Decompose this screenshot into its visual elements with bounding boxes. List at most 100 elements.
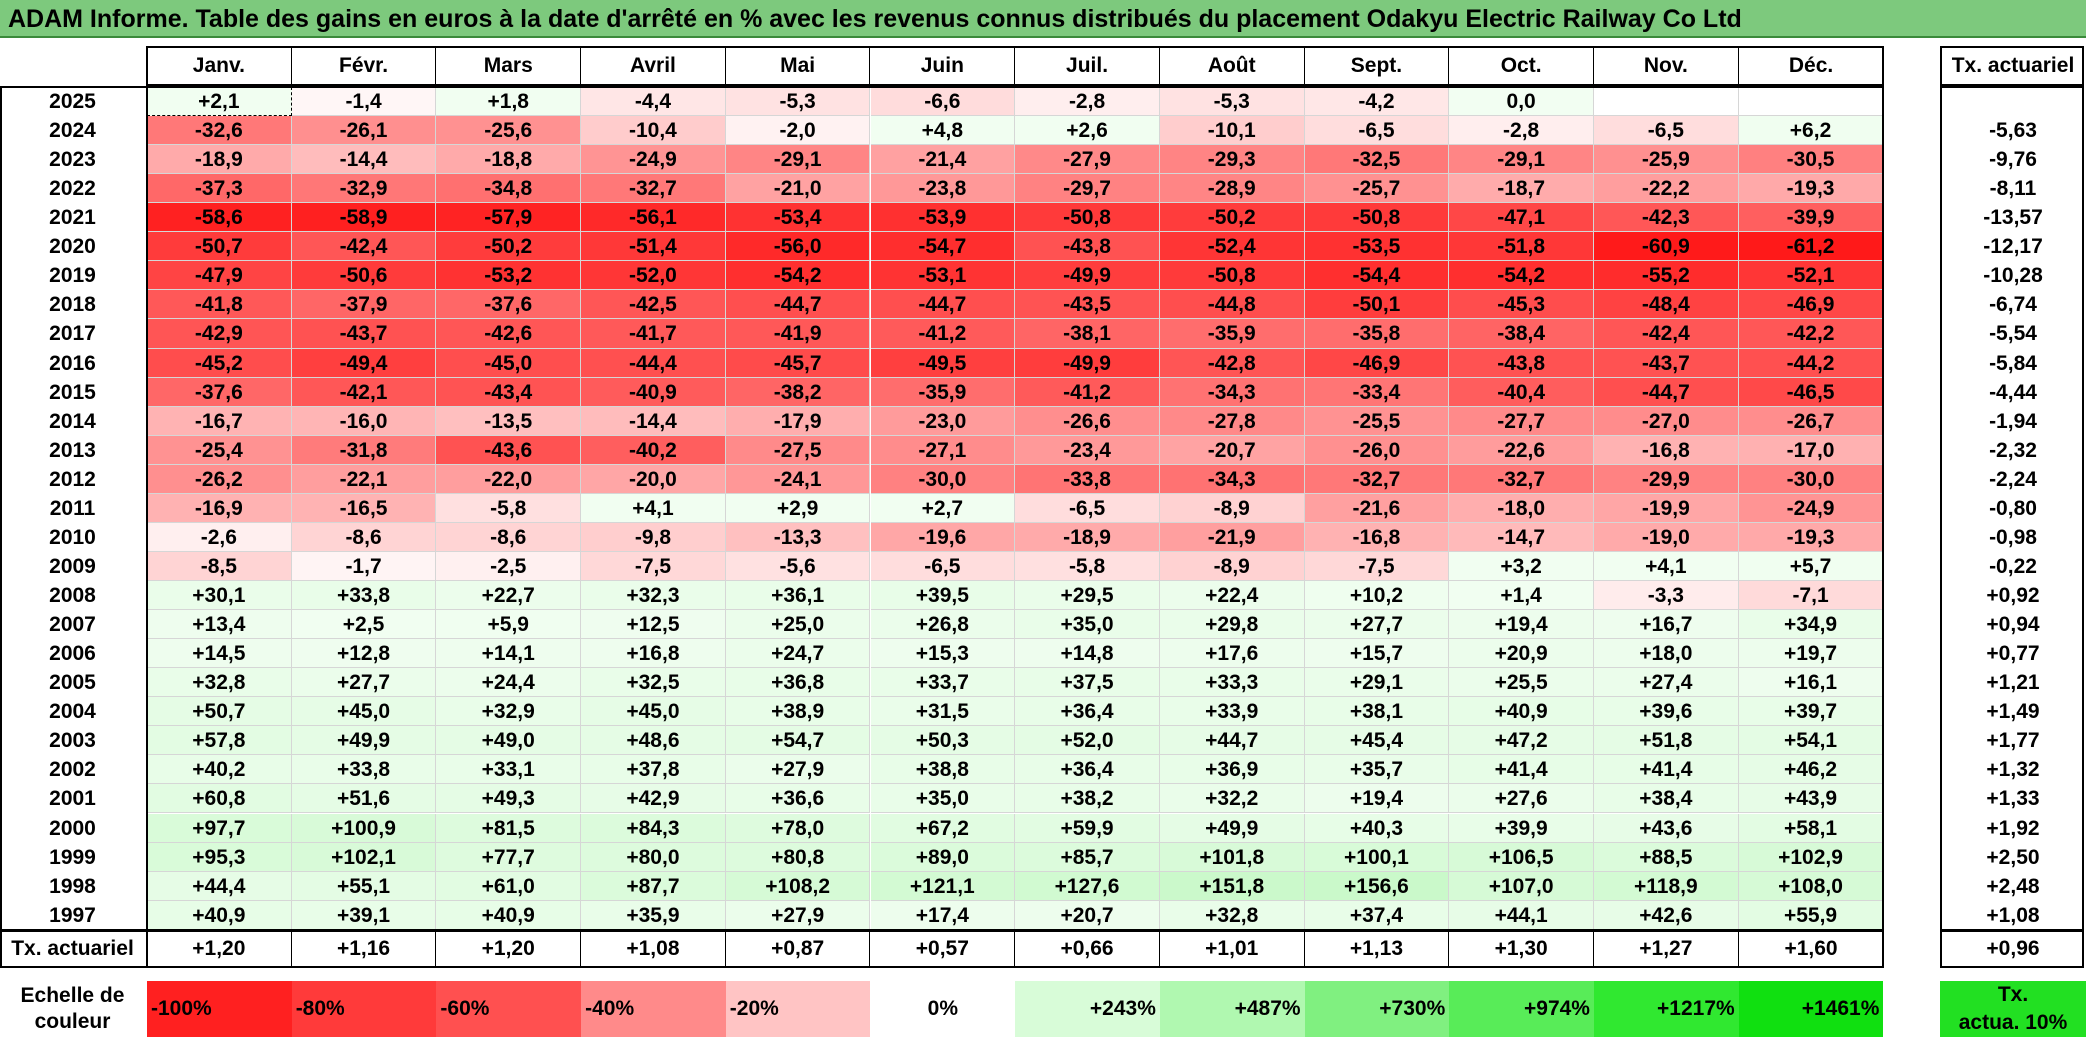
table-cell: -32,9 bbox=[291, 174, 437, 204]
table-cell: +38,1 bbox=[1304, 697, 1450, 727]
table-cell: -6,5 bbox=[1015, 493, 1160, 523]
table-cell: -30,5 bbox=[1738, 145, 1884, 175]
table-cell: -54,2 bbox=[725, 261, 871, 291]
rate-cell: -0,98 bbox=[1989, 525, 2037, 549]
table-cell: -29,7 bbox=[1015, 174, 1160, 204]
rate-cell: +1,77 bbox=[1986, 729, 2040, 753]
table-cell: -42,2 bbox=[1738, 319, 1884, 349]
table-cell: -7,1 bbox=[1738, 581, 1884, 611]
rate-header-border bbox=[1940, 46, 2084, 86]
table-cell: +87,7 bbox=[581, 871, 726, 901]
table-cell: +16,8 bbox=[581, 639, 726, 669]
table-cell: -31,8 bbox=[291, 435, 437, 465]
table-cell: -4,2 bbox=[1304, 87, 1450, 117]
table-cell: -37,6 bbox=[436, 290, 582, 320]
table-cell: +151,8 bbox=[1159, 871, 1305, 901]
table-cell: +49,0 bbox=[436, 726, 582, 756]
table-cell: +32,8 bbox=[1159, 900, 1305, 930]
table-cell: -27,7 bbox=[1449, 406, 1594, 436]
year-label: 2017 bbox=[49, 322, 96, 346]
table-cell: -42,9 bbox=[147, 319, 292, 349]
table-cell: -53,1 bbox=[870, 261, 1016, 291]
table-cell: -46,9 bbox=[1738, 290, 1884, 320]
table-cell: -52,1 bbox=[1738, 261, 1884, 291]
table-cell: -44,2 bbox=[1738, 348, 1884, 378]
table-cell: -21,4 bbox=[870, 145, 1016, 175]
table-cell: +49,9 bbox=[1159, 813, 1305, 843]
table-cell: -13,3 bbox=[725, 522, 871, 552]
table-cell: +77,7 bbox=[436, 842, 582, 872]
year-label: 2024 bbox=[49, 119, 96, 143]
rate-cell: +0,77 bbox=[1986, 642, 2040, 666]
table-cell: +58,1 bbox=[1738, 813, 1884, 843]
table-cell: +4,8 bbox=[870, 116, 1016, 146]
table-cell: +15,7 bbox=[1304, 639, 1450, 669]
table-cell: -42,6 bbox=[436, 319, 582, 349]
table-cell: +35,7 bbox=[1304, 755, 1450, 785]
table-cell: +6,2 bbox=[1738, 116, 1884, 146]
table-cell: +39,7 bbox=[1738, 697, 1884, 727]
scale-swatch: +243% bbox=[1015, 981, 1160, 1037]
scale-label-line2: couleur bbox=[34, 1010, 111, 1033]
rate-cell: -8,11 bbox=[1989, 177, 2037, 201]
table-cell: -43,6 bbox=[436, 435, 582, 465]
table-cell: +5,9 bbox=[436, 610, 582, 640]
table-cell: -6,5 bbox=[870, 551, 1016, 581]
table-cell: -7,5 bbox=[1304, 551, 1450, 581]
table-cell: +97,7 bbox=[147, 813, 292, 843]
rate-cell: -12,17 bbox=[1983, 235, 2043, 259]
table-cell: -14,7 bbox=[1449, 522, 1594, 552]
table-cell: -22,2 bbox=[1594, 174, 1739, 204]
table-cell: +108,0 bbox=[1738, 871, 1884, 901]
table-cell: -19,3 bbox=[1738, 174, 1884, 204]
rate-cell: -2,24 bbox=[1989, 467, 2037, 491]
table-cell: -26,6 bbox=[1015, 406, 1160, 436]
table-cell: -25,7 bbox=[1304, 174, 1450, 204]
table-cell: -6,6 bbox=[870, 87, 1016, 117]
table-cell: -16,0 bbox=[291, 406, 437, 436]
table-cell: -46,9 bbox=[1304, 348, 1450, 378]
table-cell: -24,9 bbox=[581, 145, 726, 175]
table-cell: +5,7 bbox=[1738, 551, 1884, 581]
table-cell: +40,3 bbox=[1304, 813, 1450, 843]
table-cell: -34,8 bbox=[436, 174, 582, 204]
footer-separator bbox=[146, 931, 148, 967]
scale-rate-line2: actua. 10% bbox=[1940, 1009, 2086, 1037]
table-cell: -17,0 bbox=[1738, 435, 1884, 465]
table-cell: -8,9 bbox=[1159, 493, 1305, 523]
table-cell: +55,1 bbox=[291, 871, 437, 901]
table-cell: +61,0 bbox=[436, 871, 582, 901]
table-cell: -21,0 bbox=[725, 174, 871, 204]
table-cell: -17,9 bbox=[725, 406, 871, 436]
rate-cell: -10,28 bbox=[1983, 264, 2043, 288]
month-header: Oct. bbox=[1449, 47, 1594, 85]
month-header: Juil. bbox=[1015, 47, 1160, 85]
rate-cell: -9,76 bbox=[1989, 148, 2037, 172]
table-cell: +48,6 bbox=[581, 726, 726, 756]
table-cell: -27,8 bbox=[1159, 406, 1305, 436]
year-label: 2013 bbox=[49, 438, 96, 462]
table-cell: -46,5 bbox=[1738, 377, 1884, 407]
table-cell: -44,7 bbox=[725, 290, 871, 320]
table-cell: -2,6 bbox=[147, 522, 292, 552]
table-cell: -38,4 bbox=[1449, 319, 1594, 349]
rate-cell: -5,54 bbox=[1989, 322, 2037, 346]
rate-cell: -6,74 bbox=[1989, 293, 2037, 317]
table-cell: -5,8 bbox=[1015, 551, 1160, 581]
scale-swatch: +1217% bbox=[1594, 981, 1739, 1037]
table-cell: -2,0 bbox=[725, 116, 871, 146]
table-cell: +80,8 bbox=[725, 842, 871, 872]
table-cell: +100,9 bbox=[291, 813, 437, 843]
year-label: 2008 bbox=[49, 584, 96, 608]
table-cell: -44,7 bbox=[1594, 377, 1739, 407]
table-cell: -49,5 bbox=[870, 348, 1016, 378]
table-cell: -16,7 bbox=[147, 406, 292, 436]
table-cell: -22,0 bbox=[436, 464, 582, 494]
table-cell: -19,0 bbox=[1594, 522, 1739, 552]
table-cell: -21,9 bbox=[1159, 522, 1305, 552]
year-label: 2003 bbox=[49, 729, 96, 753]
year-label: 1998 bbox=[49, 874, 96, 898]
footer-cell: +1,13 bbox=[1305, 931, 1450, 967]
table-cell: +14,5 bbox=[147, 639, 292, 669]
table-cell: +67,2 bbox=[870, 813, 1016, 843]
